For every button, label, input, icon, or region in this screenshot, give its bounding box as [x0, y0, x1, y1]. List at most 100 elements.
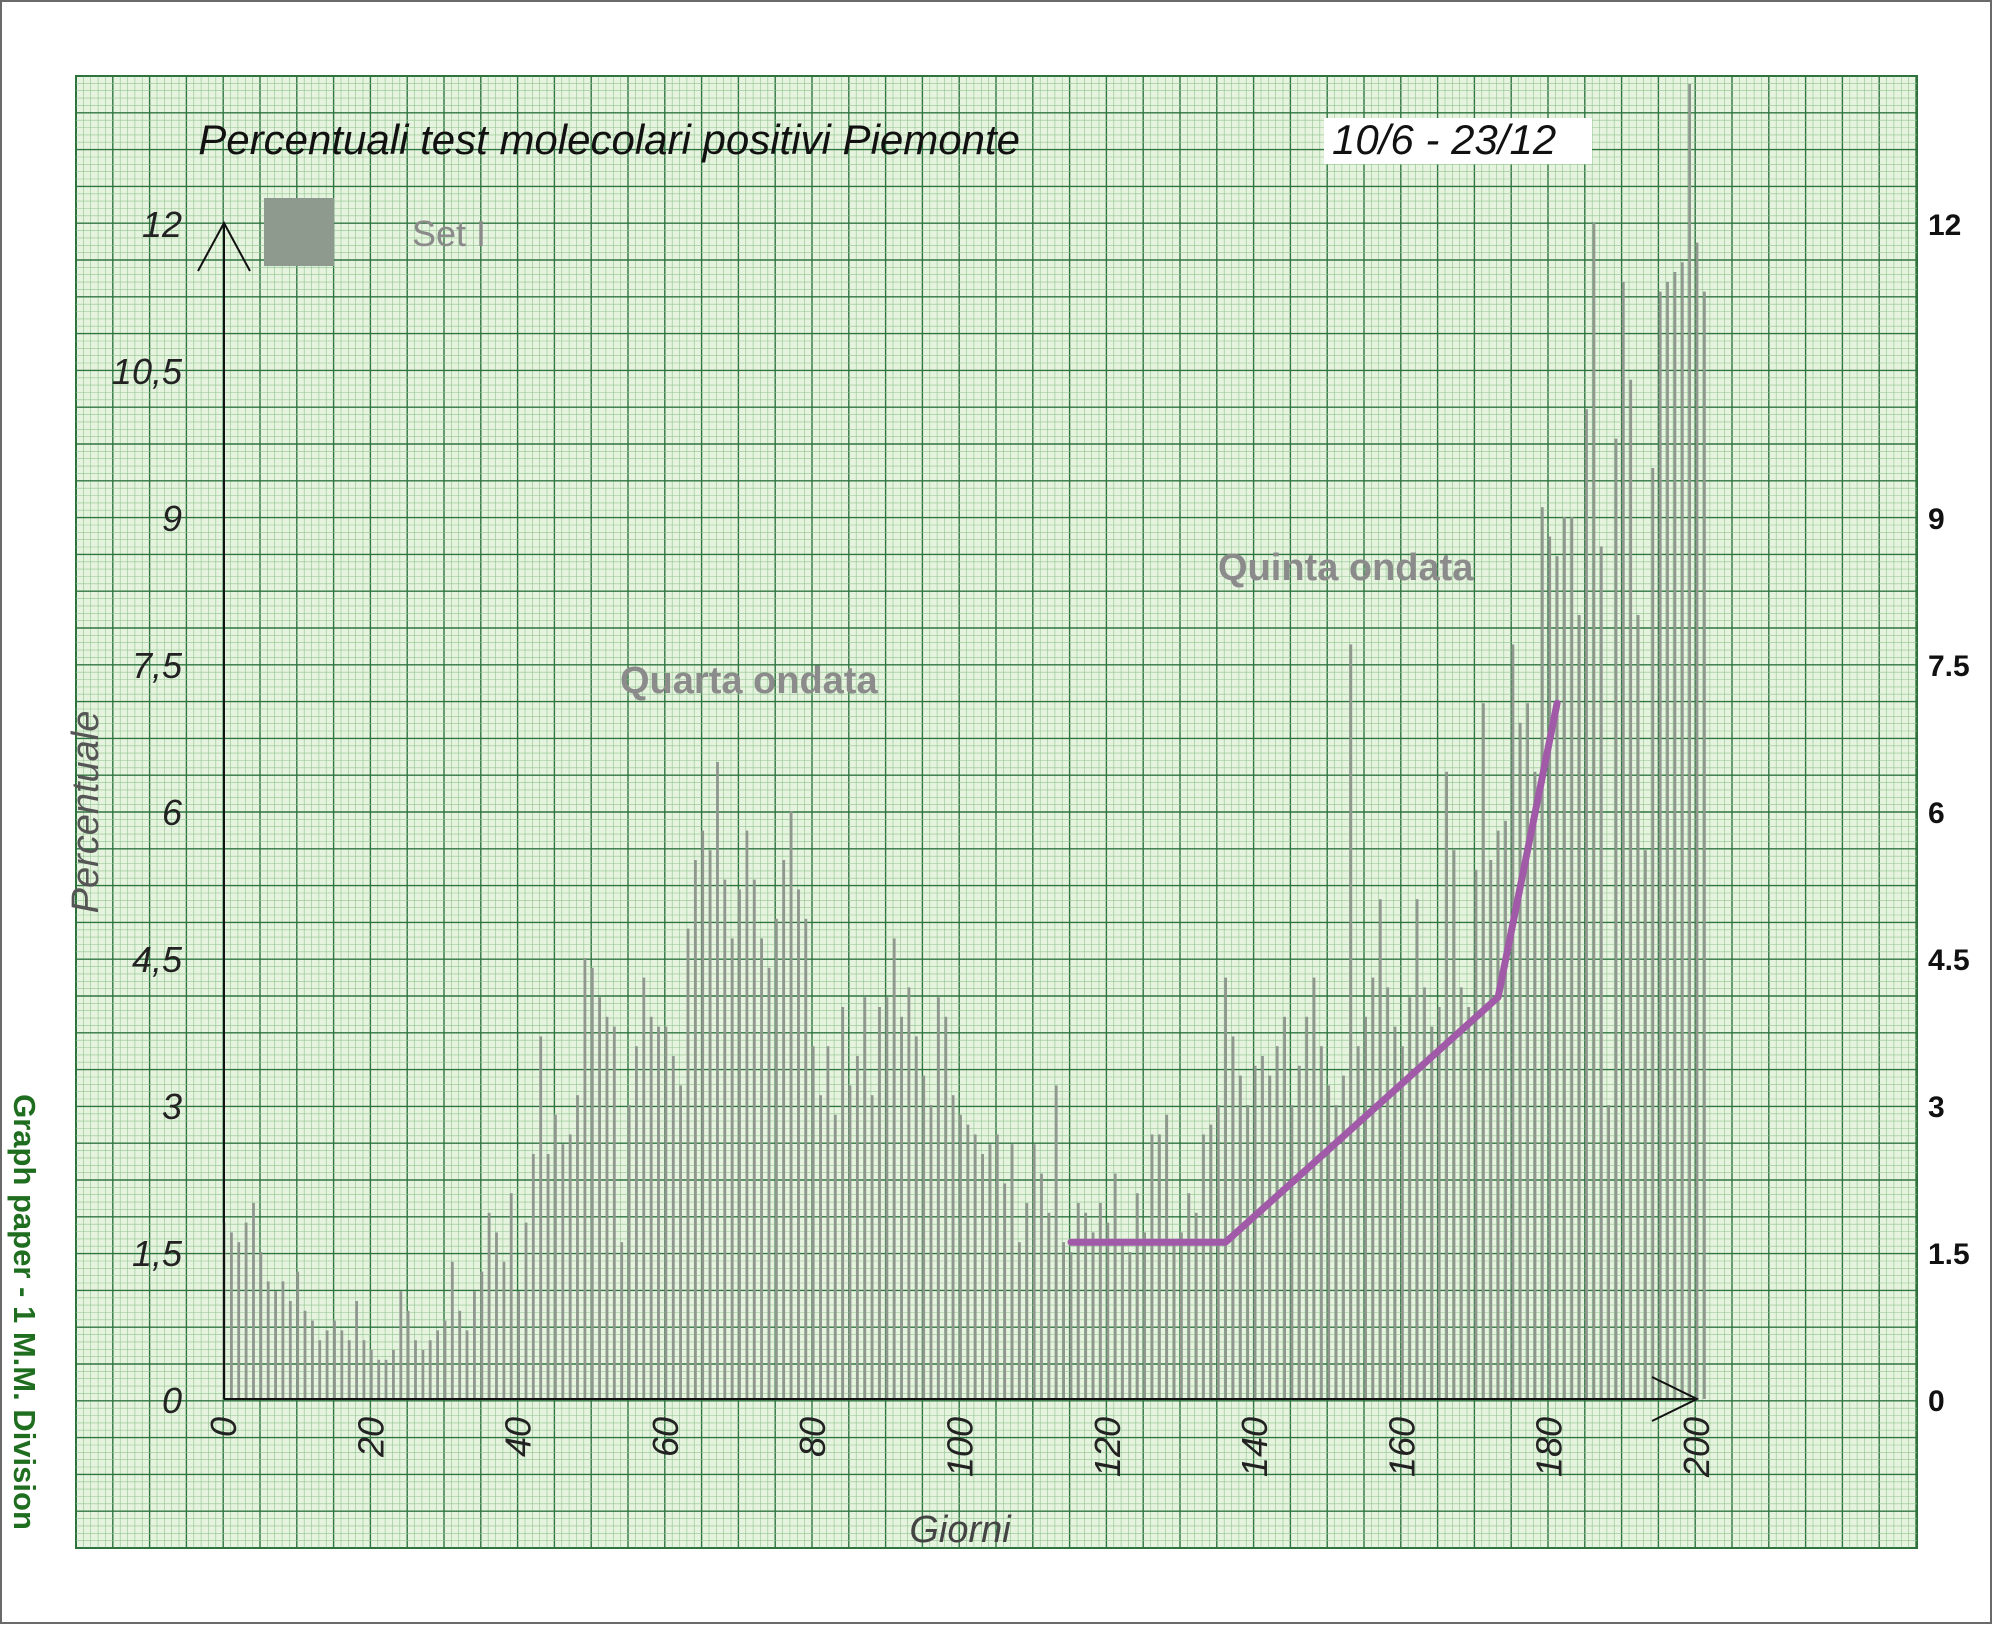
bar	[1158, 1134, 1161, 1399]
bar	[642, 977, 646, 1399]
bar	[1283, 1016, 1286, 1399]
bar	[487, 1212, 491, 1399]
bar	[914, 1036, 918, 1399]
x-tick-label: 200	[1676, 1417, 1717, 1478]
bar	[1216, 1105, 1220, 1399]
bar	[1703, 291, 1706, 1400]
bar	[782, 860, 786, 1399]
bar	[1297, 1065, 1301, 1399]
bar	[1312, 977, 1316, 1399]
bar	[1371, 977, 1375, 1399]
bar	[767, 967, 771, 1399]
bar	[900, 1016, 903, 1399]
bar	[848, 1085, 852, 1399]
bar	[701, 830, 705, 1399]
bar	[502, 1261, 506, 1399]
bar	[1496, 830, 1500, 1399]
y-tick-label-left: 0	[162, 1380, 182, 1421]
x-axis-label: Giorni	[909, 1509, 1012, 1551]
bar	[480, 1271, 484, 1399]
y-tick-label-right: 1.5	[1928, 1238, 1970, 1271]
bar	[1614, 438, 1618, 1400]
axes	[197, 220, 1700, 1422]
bar	[244, 1222, 248, 1399]
bar	[811, 1046, 815, 1399]
bar	[450, 1261, 454, 1399]
date-range-label: 10/6 - 23/12	[1332, 116, 1556, 163]
bar	[1518, 722, 1522, 1399]
bar	[406, 1310, 410, 1399]
bar	[1386, 987, 1390, 1399]
bar	[473, 1291, 476, 1399]
bar	[362, 1340, 366, 1399]
bar	[1003, 1183, 1007, 1399]
bar	[694, 860, 697, 1399]
bar	[885, 997, 889, 1399]
bar	[1563, 517, 1566, 1399]
bar	[311, 1320, 314, 1399]
bar	[554, 1114, 557, 1399]
x-tick-label: 60	[645, 1417, 686, 1457]
bar	[995, 1134, 999, 1399]
bar	[752, 879, 756, 1399]
bar	[1099, 1203, 1102, 1399]
bar	[1592, 223, 1596, 1399]
bar	[1540, 507, 1544, 1399]
bar	[973, 1134, 977, 1399]
bar	[907, 987, 911, 1399]
bar	[509, 1193, 513, 1399]
bar	[797, 889, 800, 1399]
bar	[1445, 771, 1448, 1399]
bar	[325, 1330, 329, 1399]
bar	[1268, 1075, 1272, 1399]
bar	[1349, 644, 1353, 1399]
bar	[1437, 1007, 1441, 1399]
bar	[1621, 281, 1625, 1399]
bar	[657, 1026, 660, 1399]
annotation-quarta-ondata: Quarta ondata	[620, 660, 878, 702]
bar	[1076, 1203, 1080, 1399]
bar	[531, 1154, 535, 1399]
bar	[833, 1114, 837, 1399]
bar	[1599, 546, 1603, 1399]
bar	[296, 1271, 300, 1399]
bar	[605, 1016, 609, 1399]
bar	[355, 1301, 358, 1399]
bar	[1320, 1046, 1323, 1399]
bar	[428, 1340, 432, 1399]
bar	[590, 967, 594, 1399]
x-tick-label: 180	[1529, 1417, 1570, 1477]
bar	[266, 1281, 270, 1399]
bar	[664, 1026, 668, 1399]
bar	[1504, 820, 1507, 1399]
bar	[1231, 1036, 1235, 1399]
bar	[1651, 468, 1655, 1399]
bar	[1062, 1242, 1065, 1399]
bar	[1378, 899, 1382, 1399]
bar	[819, 1095, 822, 1399]
bar	[1555, 556, 1559, 1399]
bar	[1224, 977, 1227, 1399]
bar	[1467, 1007, 1471, 1399]
bar	[841, 1007, 845, 1399]
bar	[539, 1036, 543, 1399]
y-tick-label-right: 9	[1928, 503, 1945, 536]
y-tick-label-right: 4.5	[1928, 944, 1970, 977]
bar	[1246, 1105, 1250, 1399]
bar	[944, 1016, 948, 1399]
bar	[1680, 262, 1684, 1400]
bar	[1327, 1085, 1331, 1399]
x-tick-label: 80	[792, 1417, 833, 1457]
bar	[937, 997, 940, 1399]
bar	[598, 997, 601, 1399]
bar	[1180, 1232, 1183, 1399]
x-tick-label: 120	[1087, 1417, 1128, 1477]
y-tick-label-left: 7,5	[132, 645, 183, 686]
bar	[1695, 242, 1699, 1400]
bar	[414, 1340, 417, 1399]
y-tick-label-left: 6	[162, 792, 183, 833]
bar	[1261, 1056, 1264, 1399]
bar	[804, 918, 808, 1399]
bar	[1585, 409, 1588, 1399]
